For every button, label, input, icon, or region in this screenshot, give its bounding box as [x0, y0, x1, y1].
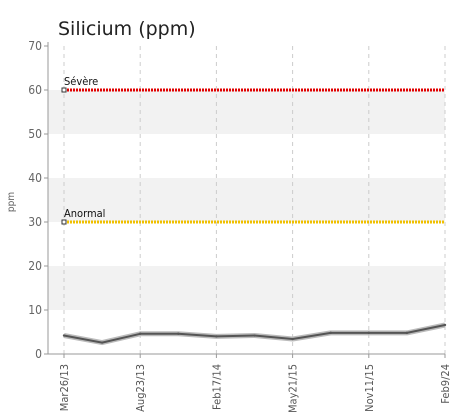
- series-point: [139, 332, 142, 335]
- y-tick-label: 40: [28, 171, 42, 185]
- y-tick-label: 10: [28, 303, 42, 317]
- series-point: [405, 331, 409, 335]
- threshold-label: Anormal: [64, 207, 105, 220]
- grid-band: [48, 178, 445, 222]
- series-point: [177, 332, 180, 335]
- series-point: [291, 337, 294, 341]
- series-point: [367, 331, 370, 335]
- series-point: [329, 331, 332, 335]
- y-tick-label: 60: [28, 83, 42, 97]
- y-tick-label: 30: [28, 215, 42, 229]
- series-point: [215, 335, 218, 338]
- x-tick-label: Nov11/15: [363, 364, 376, 412]
- series-point: [62, 334, 66, 337]
- x-tick-label: May21/15: [287, 364, 300, 413]
- chart-title: Silicium (ppm): [58, 18, 196, 40]
- x-tick-label: Feb17/14: [210, 364, 223, 410]
- threshold-marker: [61, 87, 67, 93]
- x-tick-label: Aug23/13: [134, 364, 147, 412]
- y-axis-label: ppm: [6, 192, 17, 212]
- threshold-marker: [61, 219, 67, 225]
- threshold-label: Sévère: [64, 75, 98, 88]
- y-tick-label: 70: [28, 39, 42, 53]
- x-tick-label: Mar26/13: [58, 364, 71, 411]
- y-tick-label: 50: [28, 127, 42, 141]
- series-point: [253, 334, 256, 337]
- grid-band: [48, 90, 445, 134]
- grid-band: [48, 266, 445, 310]
- y-tick-label: 20: [28, 259, 42, 273]
- y-tick-label: 0: [35, 347, 42, 361]
- x-tick-label: Feb9/24: [439, 364, 451, 404]
- series-point: [100, 341, 104, 344]
- series-point: [443, 323, 447, 327]
